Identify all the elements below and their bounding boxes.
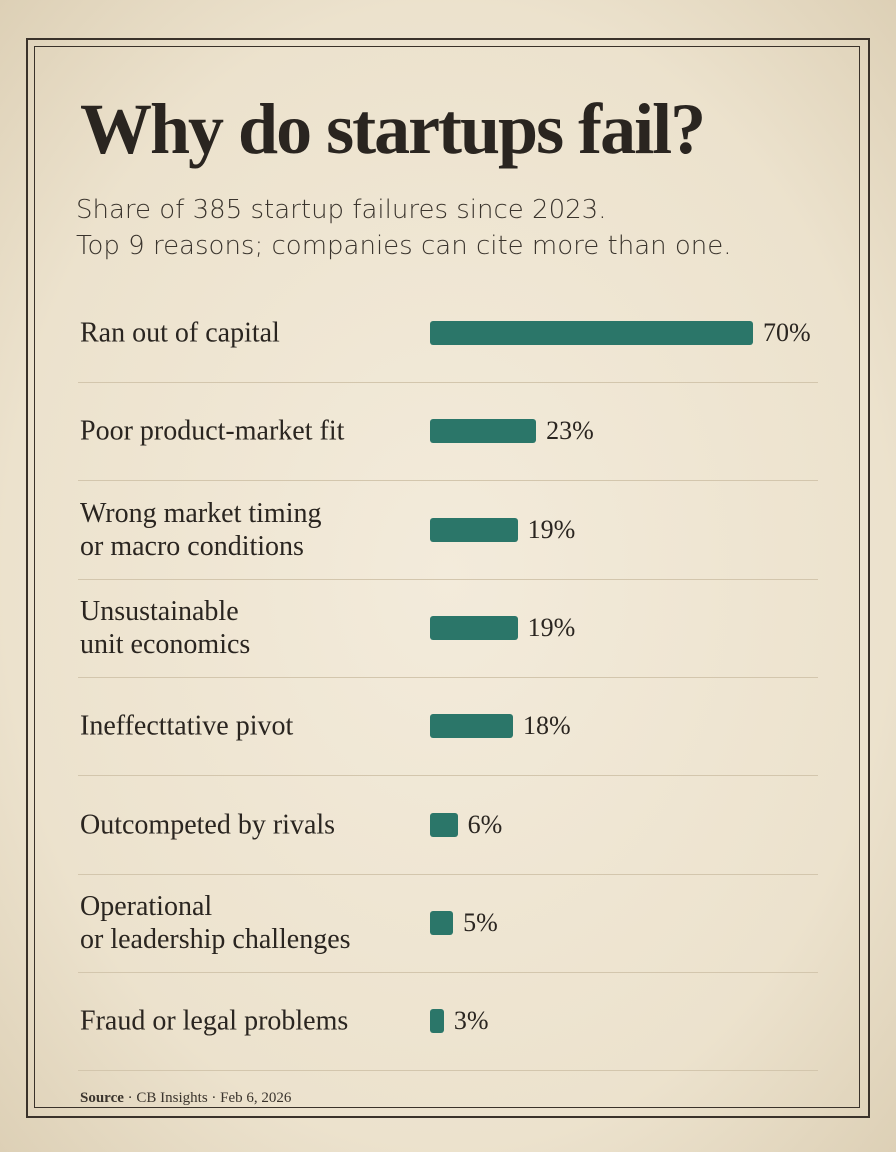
value-label: 3% <box>453 1006 489 1036</box>
row-separator <box>78 1070 818 1072</box>
chart-title: Why do startups fail? <box>80 89 706 169</box>
bar <box>430 615 518 640</box>
bar <box>430 910 454 935</box>
row-separator <box>78 677 818 679</box>
chart-subtitle: Share of 385 startup failures since 2023… <box>76 195 732 261</box>
value-label: 23% <box>546 416 594 446</box>
bar <box>430 517 518 542</box>
value-label: 19% <box>527 612 576 642</box>
value-label: 19% <box>527 514 576 544</box>
bar <box>430 812 458 837</box>
bar <box>430 1009 444 1034</box>
category-label: Operational or leadership challenges <box>80 890 351 955</box>
row-separator <box>78 775 818 777</box>
value-label: 6% <box>467 809 503 839</box>
source: Source · CB Insights · Feb 6, 2026 <box>80 1090 291 1107</box>
bar <box>430 714 514 739</box>
row-separator <box>78 382 818 384</box>
source-text: · CB Insights · Feb 6, 2026 <box>127 1090 292 1106</box>
frame-inner <box>34 46 860 1108</box>
row-separator <box>78 873 818 875</box>
value-label: 70% <box>763 318 811 347</box>
value-label: 18% <box>523 711 571 741</box>
row-separator <box>78 971 818 973</box>
row-separator <box>78 480 818 482</box>
category-label: Ran out of capital <box>80 317 280 349</box>
category-label: Unsustainable unit economics <box>80 595 251 660</box>
value-label: 5% <box>463 907 498 937</box>
bar <box>430 321 753 345</box>
frame-outer <box>26 38 870 1118</box>
row-separator <box>78 578 818 580</box>
category-label: Outcompeted by rivals <box>80 809 336 840</box>
category-label: Ineffecttative pivot <box>80 710 294 742</box>
category-label: Wrong market timing or macro conditions <box>80 497 322 562</box>
category-label: Poor product-market fit <box>80 415 345 447</box>
bar <box>430 419 537 444</box>
source-label: Source <box>80 1090 124 1106</box>
category-label: Fraud or legal problems <box>80 1005 349 1037</box>
